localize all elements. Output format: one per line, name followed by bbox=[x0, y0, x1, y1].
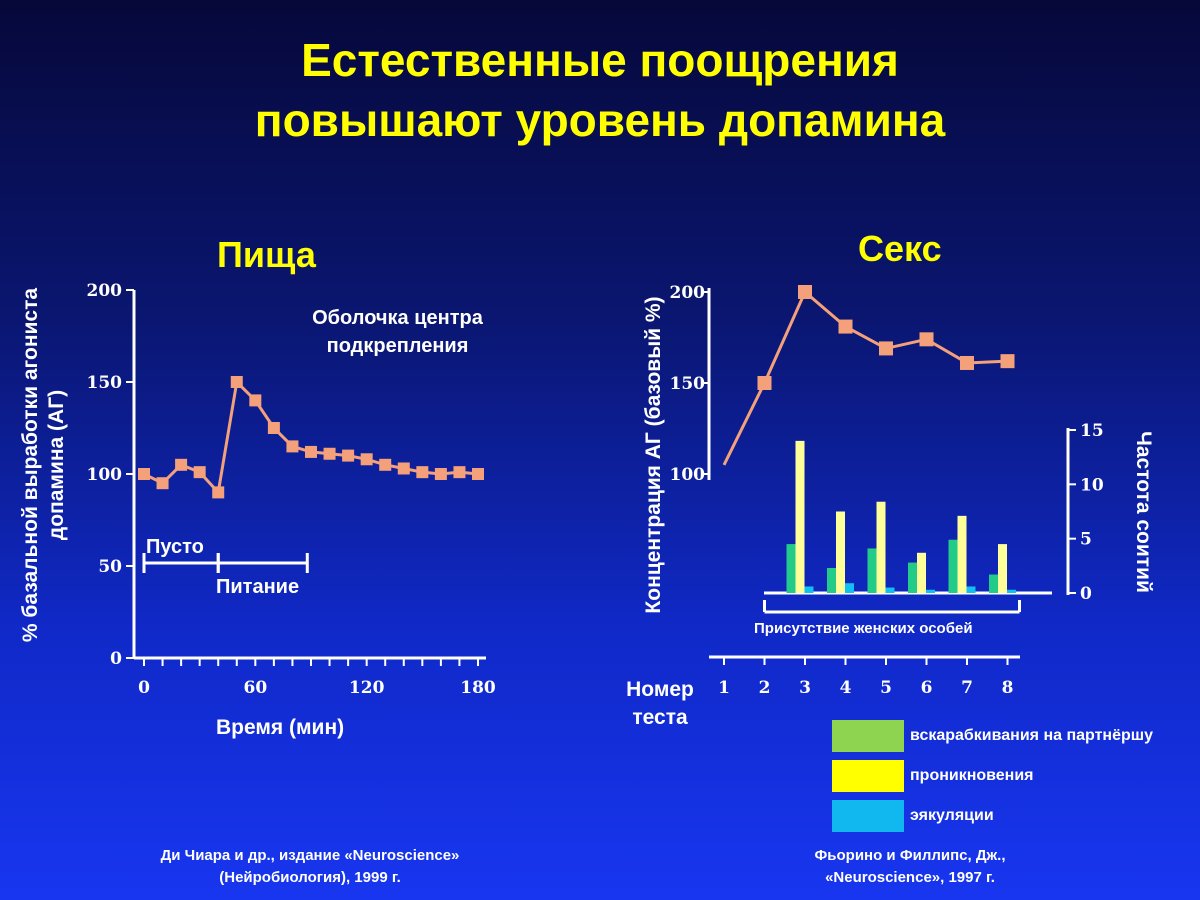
food-data-point bbox=[472, 468, 484, 480]
food-data-point bbox=[379, 458, 392, 471]
food-annotation: Оболочка центра подкрепления bbox=[312, 307, 483, 357]
food-data-point bbox=[230, 376, 243, 388]
sex-x-tick-label: 5 bbox=[880, 678, 892, 698]
slide-title-line1: Естественные поощрения bbox=[301, 34, 899, 86]
sex-bar bbox=[1007, 589, 1016, 593]
slide-title-line2: повышают уровень допамина bbox=[254, 94, 946, 146]
citation-right-line1: Фьорино и Филлипс, Дж., bbox=[814, 847, 1006, 864]
legend-label-mounts: вскарабкивания на партнёршу bbox=[910, 727, 1153, 744]
sex-bar bbox=[966, 586, 976, 593]
sex-bar bbox=[845, 583, 854, 593]
sex-bar bbox=[836, 511, 845, 593]
sex-bar bbox=[926, 589, 935, 593]
food-xlabel: Время (мин) bbox=[216, 716, 345, 739]
citation-left-line1: Ди Чиара и др., издание «Neuroscience» bbox=[160, 847, 460, 864]
sex-data-point bbox=[757, 376, 772, 390]
legend-item-intromissions: проникновения bbox=[832, 760, 1034, 792]
period-label-feeding: Питание bbox=[216, 576, 300, 598]
sex-data-point bbox=[838, 319, 853, 334]
sex-x-tick-label: 8 bbox=[1002, 678, 1014, 698]
food-data-point bbox=[453, 466, 466, 479]
legend-label-ejaculations: эякуляции bbox=[910, 807, 994, 824]
citation-left-line2: (Нейробиология), 1999 г. bbox=[219, 869, 401, 886]
sex-bar bbox=[804, 586, 814, 593]
sex-bar bbox=[908, 562, 917, 593]
sex-right-tick-label: 15 bbox=[1080, 421, 1104, 441]
food-data-point bbox=[138, 468, 150, 480]
food-data-point bbox=[193, 466, 206, 479]
food-y-tick-label: 150 bbox=[87, 373, 123, 393]
sex-x-tick-label: 7 bbox=[961, 678, 973, 698]
citation-right: Фьорино и Филлипс, Дж., «Neuroscience», … bbox=[760, 845, 1060, 889]
food-y-tick-label: 100 bbox=[87, 465, 123, 485]
sex-data-point bbox=[919, 332, 934, 347]
food-data-point bbox=[212, 486, 225, 499]
sex-right-tick-label: 0 bbox=[1080, 584, 1092, 604]
sex-bar bbox=[957, 515, 967, 593]
food-data-point bbox=[175, 458, 188, 471]
citation-right-line2: «Neuroscience», 1997 г. bbox=[825, 869, 995, 886]
sex-chart-title: Секс bbox=[858, 228, 942, 269]
sex-bar bbox=[876, 501, 886, 593]
sex-x-tick-label: 6 bbox=[921, 678, 933, 698]
female-presence-label: Присутствие женских особей bbox=[754, 620, 973, 637]
period-label-empty: Пусто bbox=[146, 536, 204, 558]
food-chart-title: Пища bbox=[217, 234, 316, 275]
sex-y-tick-label: 200 bbox=[670, 283, 706, 303]
food-data-point bbox=[360, 453, 373, 466]
food-data-point bbox=[323, 447, 336, 460]
sex-right-tick-label: 10 bbox=[1080, 475, 1104, 495]
sex-bar bbox=[795, 440, 805, 593]
food-data-point bbox=[286, 440, 299, 453]
food-data-point bbox=[305, 445, 317, 458]
food-data-point bbox=[416, 466, 429, 479]
legend-item-ejaculations: эякуляции bbox=[832, 800, 994, 832]
legend-swatch-mounts bbox=[832, 720, 904, 752]
food-data-point bbox=[249, 394, 262, 407]
sex-data-point bbox=[960, 355, 974, 370]
food-data-point bbox=[434, 468, 447, 480]
citation-left: Ди Чиара и др., издание «Neuroscience» (… bbox=[100, 845, 520, 889]
sex-bar bbox=[948, 539, 958, 593]
food-x-tick-label: 60 bbox=[243, 678, 267, 698]
food-x-tick-label: 180 bbox=[460, 678, 496, 698]
food-y-tick-label: 200 bbox=[87, 281, 123, 301]
sex-data-point bbox=[798, 285, 812, 299]
sex-y-tick-label: 150 bbox=[670, 374, 706, 394]
sex-bar bbox=[917, 552, 926, 593]
sex-x-tick-label: 1 bbox=[718, 678, 730, 698]
sex-chart: 100 150 200 1 2 3 4 5 6 7 8 0 5 10 15 bbox=[670, 283, 1104, 698]
legend-swatch-intromissions bbox=[832, 760, 904, 792]
legend-swatch-ejaculations bbox=[832, 800, 904, 832]
sex-bar bbox=[998, 544, 1007, 593]
sex-bar bbox=[827, 568, 836, 593]
food-data-point bbox=[156, 477, 169, 490]
food-chart: 0 50 100 150 200 0 60 120 180 bbox=[87, 281, 496, 698]
food-y-tick-label: 50 bbox=[98, 557, 122, 577]
sex-data-point bbox=[1000, 354, 1015, 369]
food-y-tick-label: 0 bbox=[110, 649, 122, 669]
slide-title: Естественные поощрения повышают уровень … bbox=[0, 30, 1200, 150]
sex-bar bbox=[885, 587, 895, 593]
food-x-tick-label: 0 bbox=[138, 678, 150, 698]
sex-bar bbox=[989, 574, 998, 593]
sex-x-tick-label: 4 bbox=[840, 678, 852, 698]
sex-right-tick-label: 5 bbox=[1080, 530, 1092, 550]
sex-x-tick-label: 2 bbox=[759, 678, 771, 698]
food-data-point bbox=[397, 462, 410, 475]
sex-bar bbox=[867, 548, 877, 593]
sex-bar bbox=[786, 544, 796, 593]
legend-label-intromissions: проникновения bbox=[910, 767, 1034, 784]
sex-y-tick-label: 100 bbox=[670, 465, 706, 485]
food-x-tick-label: 120 bbox=[349, 678, 385, 698]
sex-data-point bbox=[879, 341, 893, 356]
legend-item-mounts: вскарабкивания на партнёршу bbox=[832, 720, 1153, 752]
sex-x-tick-label: 3 bbox=[799, 678, 811, 698]
food-data-point bbox=[342, 449, 355, 462]
food-data-point bbox=[267, 422, 280, 434]
sex-xlabel: Номер теста bbox=[626, 678, 694, 729]
